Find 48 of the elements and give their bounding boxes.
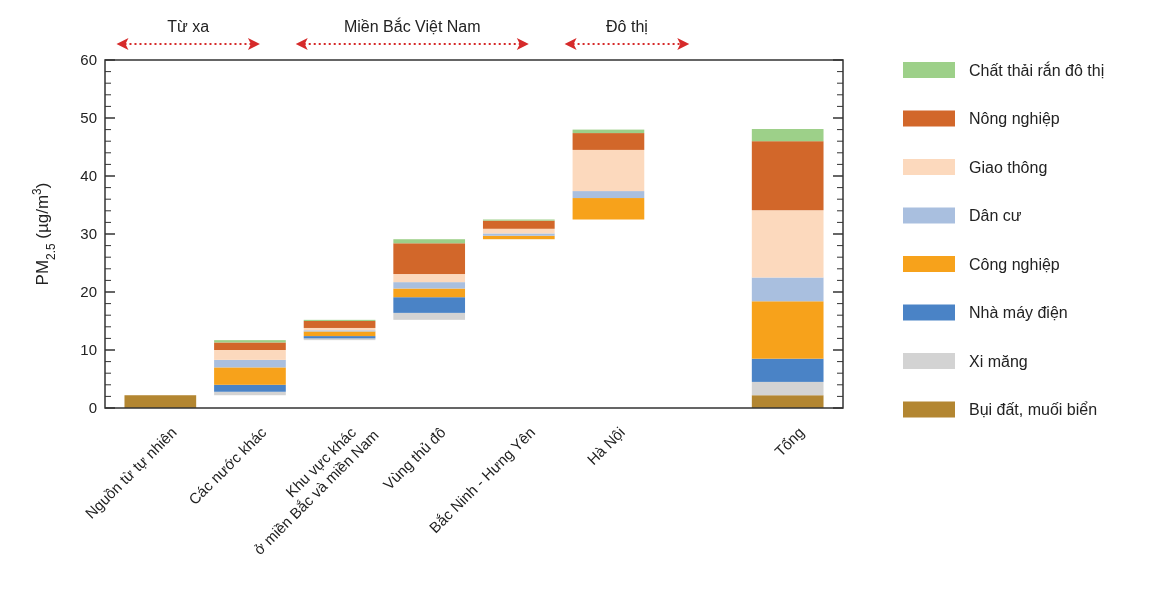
bar xyxy=(303,321,376,328)
bar xyxy=(393,282,466,289)
bar xyxy=(393,243,466,275)
bar xyxy=(572,149,645,192)
bar xyxy=(482,233,555,236)
bar xyxy=(393,312,466,320)
bar xyxy=(751,381,824,396)
bar xyxy=(393,288,466,298)
text: Đô thị xyxy=(606,18,648,35)
bar xyxy=(303,331,376,337)
bar xyxy=(751,277,824,302)
x-tick-label: Hà Nội xyxy=(583,423,628,468)
y-tick-label: 50 xyxy=(80,109,97,127)
legend-label: Chất thải rắn đô thị xyxy=(969,60,1105,79)
y-tick-label: 60 xyxy=(80,51,97,69)
legend-label: Bụi đất, muối biển xyxy=(969,401,1098,419)
bar xyxy=(214,367,286,385)
bar xyxy=(214,359,286,368)
bar xyxy=(393,297,466,313)
bar xyxy=(214,350,286,360)
bar xyxy=(214,384,286,392)
text: Miền Bắc Việt Nam xyxy=(343,17,481,35)
bar xyxy=(393,239,466,244)
bar xyxy=(751,358,824,382)
bar xyxy=(124,395,197,408)
bar xyxy=(751,301,824,359)
bar xyxy=(572,198,645,220)
y-tick-label: 10 xyxy=(80,341,97,359)
bar xyxy=(751,141,824,211)
bar xyxy=(751,129,824,142)
y-tick-label: 20 xyxy=(80,283,97,301)
bar xyxy=(751,395,824,408)
legend-label: Công nghiệp xyxy=(969,255,1060,273)
bar xyxy=(572,133,645,150)
y-tick-label: 30 xyxy=(80,225,97,243)
bar xyxy=(482,220,555,229)
y-tick-label: 0 xyxy=(88,399,97,417)
bar xyxy=(751,210,824,278)
legend-label: Nông nghiệp xyxy=(969,110,1060,128)
y-tick-label: 40 xyxy=(80,167,97,185)
bar xyxy=(393,274,466,283)
legend-label: Nhà máy điện xyxy=(969,304,1068,322)
bar xyxy=(214,342,286,350)
text: Từ xa xyxy=(167,18,210,35)
legend-label: Giao thông xyxy=(969,158,1048,176)
bar xyxy=(572,191,645,199)
legend-label: Xi măng xyxy=(969,352,1028,370)
legend-label: Dân cư xyxy=(969,207,1022,225)
